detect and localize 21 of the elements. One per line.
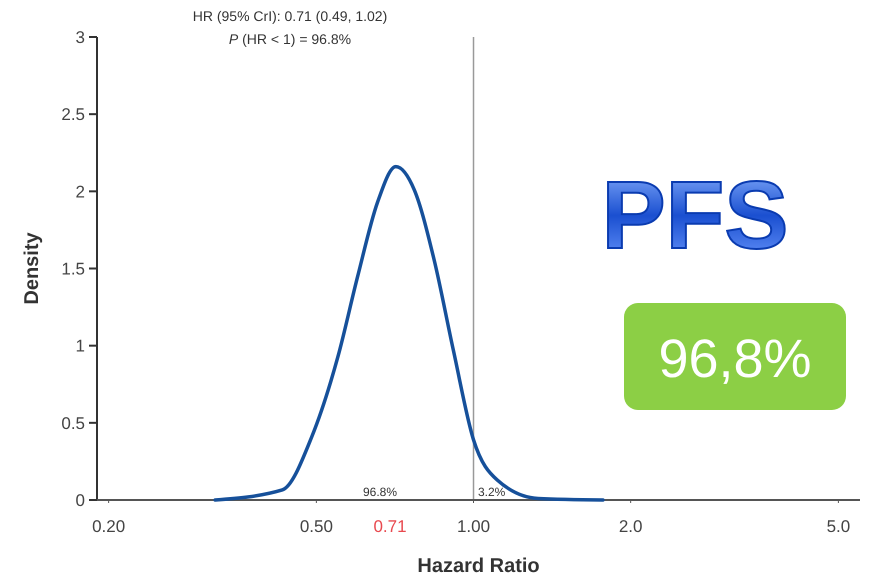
x-tick-label: 5.0 (826, 517, 850, 536)
x-tick-label: 1.00 (456, 517, 490, 536)
annotation: 96.8% (362, 485, 398, 499)
y-tick-label: 1 (76, 336, 85, 356)
y-tick-label: 3 (76, 28, 85, 47)
x-tick-label: 0.50 (300, 517, 333, 536)
y-tick-label: 0.5 (61, 414, 85, 433)
annotation: 96,8% (658, 329, 812, 389)
annotation: 3.2% (478, 485, 506, 499)
y-tick-label: 1.5 (61, 260, 85, 278)
x-tick-label: 2.0 (618, 517, 642, 536)
chart-title: HR (95% CrI): 0.71 (0.49, 1.02) (192, 8, 388, 24)
y-axis-title: Density (21, 232, 43, 305)
chart-subtitle: P (HR < 1) = 96.8% (228, 31, 352, 47)
annotation: PFS (602, 162, 788, 269)
text: 0.71 (373, 517, 407, 536)
y-tick-label: 0 (76, 491, 85, 510)
x-tick-label: 0.20 (92, 517, 126, 536)
x-axis-title: Hazard Ratio (417, 555, 540, 577)
y-tick-label: 2.5 (61, 105, 85, 124)
y-tick-label: 2 (76, 182, 85, 202)
